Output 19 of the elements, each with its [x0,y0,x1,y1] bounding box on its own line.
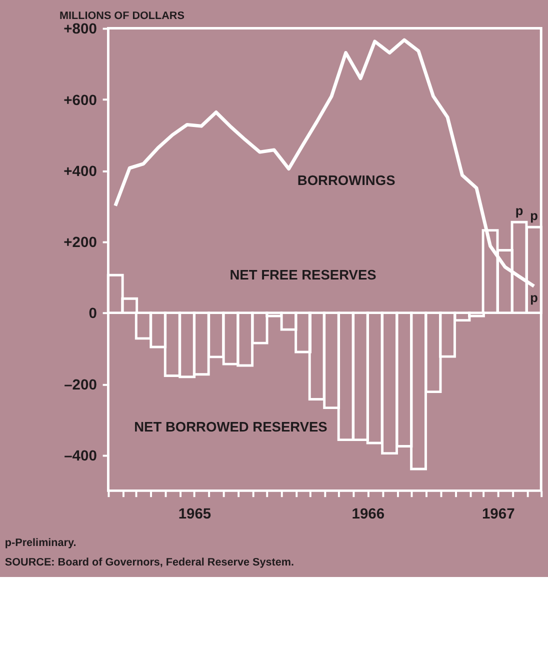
y-tick-label: +400 [64,164,97,180]
x-tick-label: 1965 [178,506,212,523]
annotation: p [515,203,524,218]
annotation: p [530,290,538,305]
text: p-Preliminary. [4,536,76,549]
annotation: p [530,208,538,224]
y-tick-label: 0 [88,306,97,322]
y-tick-label: +200 [64,235,97,252]
annotation: NET BORROWED RESERVES [134,420,328,435]
y-tick-label: –200 [64,377,97,394]
y-tick-label: +600 [64,92,97,109]
y-axis-title: MILLIONS OF DOLLARS [60,10,184,22]
x-tick-label: 1966 [352,506,385,523]
annotation: BORROWINGS [297,172,396,188]
x-tick-label: 1967 [482,506,515,523]
y-tick-label: –400 [64,448,97,465]
annotation: NET FREE RESERVES [230,268,376,283]
y-tick-label: +800 [64,22,97,38]
source-note: SOURCE: Board of Governors, Federal Reserve System. [4,556,294,568]
